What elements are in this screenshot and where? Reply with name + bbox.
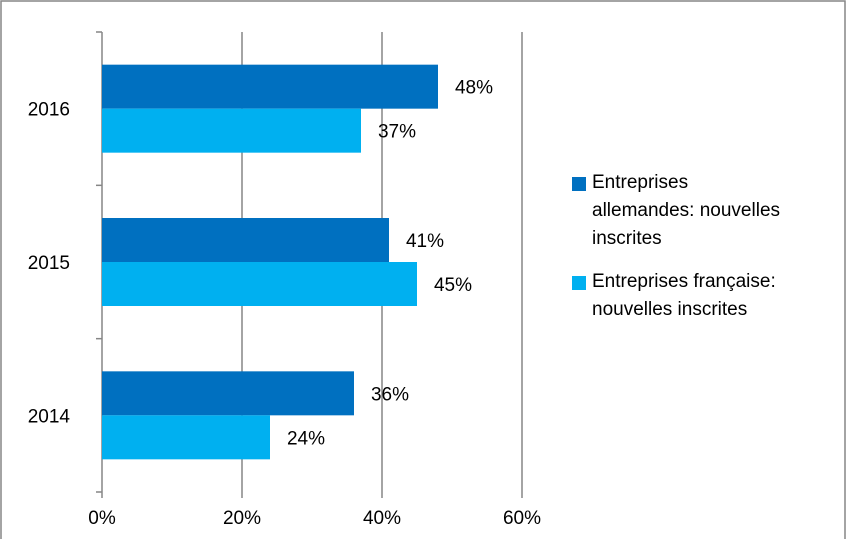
x-tick-label: 40% bbox=[363, 508, 401, 529]
y-tick-label: 2014 bbox=[28, 406, 71, 427]
x-tick-label: 60% bbox=[503, 508, 541, 529]
bar bbox=[102, 262, 417, 306]
bar bbox=[102, 108, 361, 153]
legend-swatch bbox=[572, 177, 586, 191]
data-labels-layer: 36% 24% 41% 45% 48% 37% bbox=[287, 78, 493, 450]
bar bbox=[102, 64, 438, 109]
bar bbox=[102, 371, 354, 416]
data-label: 36% bbox=[371, 384, 409, 405]
bar bbox=[102, 415, 270, 460]
bars-layer bbox=[102, 64, 438, 460]
y-tick-label: 2015 bbox=[28, 253, 70, 274]
legend-swatch bbox=[572, 276, 586, 290]
legend: Entreprises allemandes: nouvelles inscrite… bbox=[572, 172, 780, 320]
legend-entry: Entreprises allemandes: nouvelles inscrite… bbox=[592, 172, 780, 249]
data-label: 48% bbox=[455, 78, 493, 99]
tick-labels-layer: 0% 20% 40% 60% 2014 2015 2016 bbox=[28, 100, 541, 529]
data-label: 45% bbox=[434, 275, 472, 296]
data-label: 37% bbox=[378, 122, 416, 143]
legend-entry: Entreprises française: nouvelles inscrite… bbox=[592, 271, 776, 320]
data-label: 41% bbox=[406, 231, 444, 252]
x-tick-label: 20% bbox=[223, 508, 261, 529]
y-tick-label: 2016 bbox=[28, 100, 70, 121]
data-label: 24% bbox=[287, 428, 325, 449]
bar bbox=[102, 218, 389, 262]
x-tick-label: 0% bbox=[88, 508, 116, 529]
